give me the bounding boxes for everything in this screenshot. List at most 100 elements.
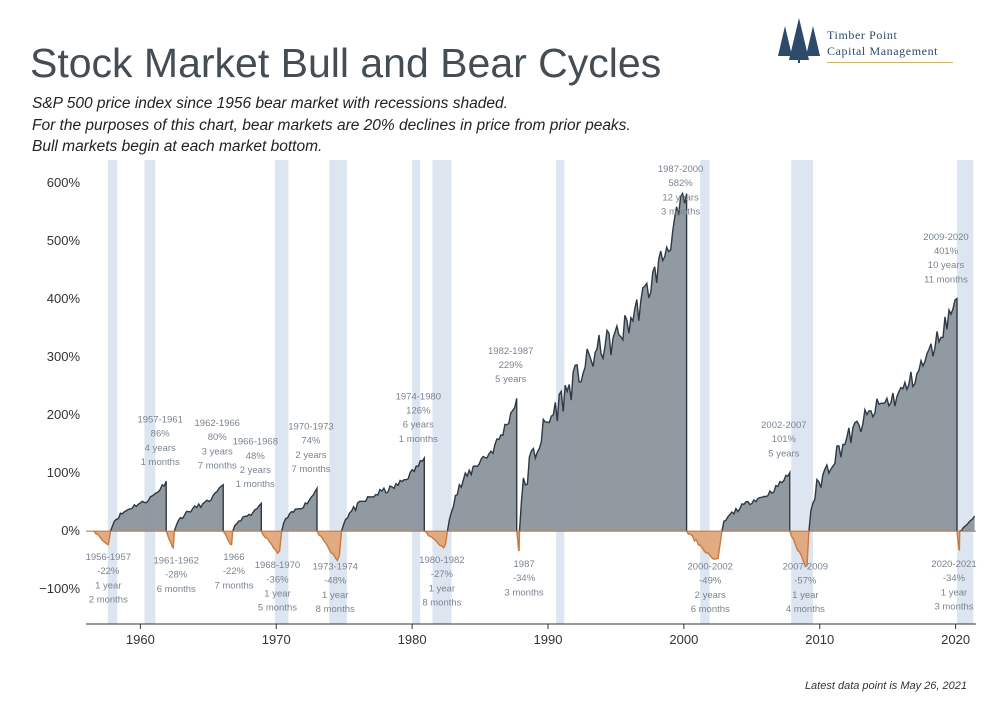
x-tick-label: 2010 xyxy=(805,632,834,647)
x-tick-label: 2000 xyxy=(669,632,698,647)
y-tick-label: 400% xyxy=(47,291,81,306)
bear-market-line xyxy=(423,530,449,549)
bull-annotation: 1962-1966 xyxy=(195,418,240,429)
bull-annotation: 2009-2020 xyxy=(923,232,968,243)
recession-band xyxy=(144,160,156,624)
bear-annotation: 2020-2021 xyxy=(931,559,976,570)
logo-text-line-1: Timber Point xyxy=(827,28,898,42)
bull-annotation: 126% xyxy=(406,406,431,417)
bull-annotation: 401% xyxy=(934,246,959,257)
bear-annotation: 1973-1974 xyxy=(313,561,358,572)
bear-annotation: -49% xyxy=(699,576,722,587)
bull-annotation: 3 years xyxy=(202,446,233,457)
recession-band xyxy=(956,160,974,624)
bear-annotation: -22% xyxy=(97,566,120,577)
y-tick-label: 300% xyxy=(47,349,81,364)
current-rally-area xyxy=(959,516,975,532)
y-tick-label: 200% xyxy=(47,407,81,422)
page-title: Stock Market Bull and Bear Cycles xyxy=(30,40,662,86)
bear-annotation: 1 year xyxy=(792,590,818,601)
bull-annotation: 5 years xyxy=(495,374,526,385)
recession-band xyxy=(700,160,710,624)
x-tick-label: 1990 xyxy=(534,632,563,647)
logo-text-line-2: Capital Management xyxy=(827,44,939,58)
y-tick-label: 100% xyxy=(47,465,81,480)
bear-annotation: 1 year xyxy=(429,583,455,594)
bear-market-line xyxy=(165,530,175,550)
bull-market-area xyxy=(232,503,262,532)
bull-annotation: 11 months xyxy=(924,274,968,285)
bear-annotation: 2007-2009 xyxy=(783,561,828,572)
annotations: 1957-1961 86% 4 years 1 months 1962-1966 80% 3… xyxy=(86,164,977,615)
company-logo: Timber Point Capital Management xyxy=(775,16,955,66)
bull-market-line xyxy=(109,481,167,532)
bear-annotation: -34% xyxy=(513,573,536,584)
bull-annotation: 7 months xyxy=(291,464,330,475)
logo-underline xyxy=(827,62,953,63)
bear-annotation: -48% xyxy=(324,576,347,587)
bull-market-line xyxy=(340,455,425,532)
bull-annotation: 10 years xyxy=(928,260,965,271)
bear-annotation: 2000-2002 xyxy=(688,561,733,572)
y-tick-label: 600% xyxy=(47,175,81,190)
bull-market-area xyxy=(110,481,167,532)
footnote: Latest data point is May 26, 2021 xyxy=(804,680,967,692)
bear-annotation: 2 years xyxy=(695,590,726,601)
bull-market-area xyxy=(341,458,425,532)
bull-annotation: 1 months xyxy=(141,457,180,468)
bear-market-line xyxy=(316,530,343,562)
bull-market-line xyxy=(446,398,518,532)
bull-market-area xyxy=(281,488,317,532)
bull-market-area xyxy=(447,398,517,532)
bear-annotation: -36% xyxy=(266,574,289,585)
bear-annotation: 4 months xyxy=(786,604,825,615)
bear-annotation: 7 months xyxy=(214,580,253,591)
bear-annotation: 1987 xyxy=(514,559,535,570)
bull-annotation: 6 years xyxy=(403,420,434,431)
bear-market-line xyxy=(516,531,521,552)
bear-market-line xyxy=(222,530,234,546)
bear-annotation: 6 months xyxy=(157,584,196,595)
x-tick-label: 1970 xyxy=(262,632,291,647)
recession-band xyxy=(107,160,118,624)
bull-annotation: 1974-1980 xyxy=(396,391,441,402)
bear-annotation: -28% xyxy=(165,570,188,581)
bull-annotation: 1966-1968 xyxy=(233,437,278,448)
bull-annotation: 3 months xyxy=(661,207,700,218)
bear-annotation: 1 year xyxy=(322,590,348,601)
bull-annotation: 101% xyxy=(772,434,797,445)
bear-market-area xyxy=(261,531,282,554)
bear-annotation: 1 year xyxy=(95,580,121,591)
y-tick-label: 500% xyxy=(47,233,81,248)
bear-annotation: 6 months xyxy=(691,604,730,615)
bear-market-line xyxy=(956,531,961,551)
bull-annotation: 4 years xyxy=(145,443,176,454)
bear-annotation: 8 months xyxy=(422,597,461,608)
bull-annotation: 1 months xyxy=(236,479,275,490)
bull-annotation: 5 years xyxy=(768,448,799,459)
bull-annotation: 582% xyxy=(668,178,693,189)
y-tick-label: −100% xyxy=(39,581,80,596)
bull-annotation: 2002-2007 xyxy=(761,420,806,431)
bull-annotation: 229% xyxy=(499,360,524,371)
bear-annotation: 3 months xyxy=(934,602,973,613)
bear-annotation: 8 months xyxy=(316,604,355,615)
x-tick-label: 2020 xyxy=(941,632,970,647)
bull-annotation: 1 months xyxy=(399,434,438,445)
bear-annotation: 1961-1962 xyxy=(154,555,199,566)
bear-annotation: 1956-1957 xyxy=(86,552,131,563)
bear-annotation: 1 year xyxy=(941,587,967,598)
current-rally-line xyxy=(959,515,976,532)
bull-market-line xyxy=(518,191,688,532)
bull-annotation: 48% xyxy=(246,451,266,462)
bull-annotation: 7 months xyxy=(198,461,237,472)
bull-annotation: 12 years xyxy=(662,192,699,203)
bear-annotation: 1966 xyxy=(223,552,244,563)
bull-annotation: 2 years xyxy=(295,450,326,461)
bear-annotation: -27% xyxy=(431,569,454,580)
bull-annotation: 2 years xyxy=(240,465,271,476)
bull-market-line xyxy=(173,483,224,532)
bull-annotation: 1957-1961 xyxy=(137,415,182,426)
bear-annotation: 3 months xyxy=(505,587,544,598)
